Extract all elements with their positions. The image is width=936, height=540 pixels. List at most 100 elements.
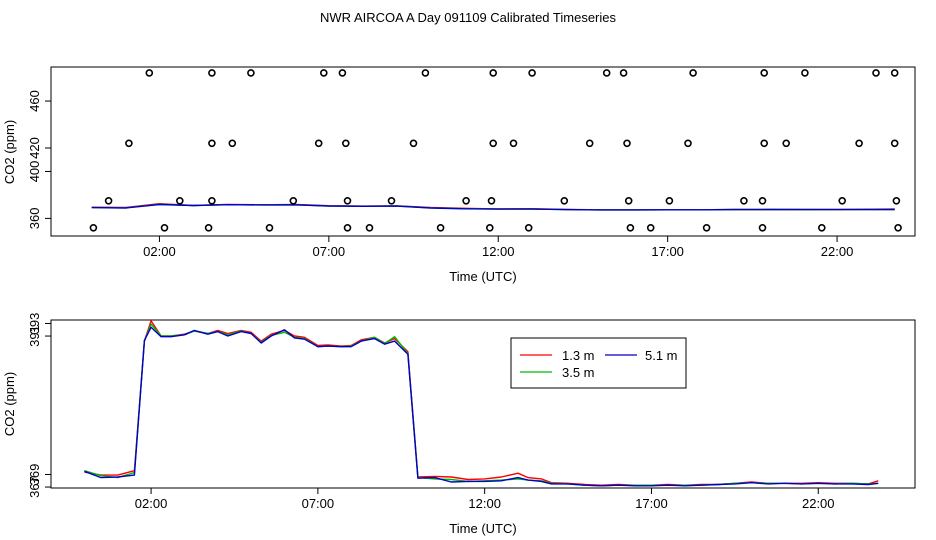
calibration-point xyxy=(265,224,274,232)
calibration-point xyxy=(409,139,418,148)
calibration-point xyxy=(204,224,213,232)
bottom-x-axis: 02:00 07:00 12:00 17:00 22:00 xyxy=(135,488,835,511)
calibration-point xyxy=(758,224,767,232)
top-series-5-1-m xyxy=(91,203,895,211)
calibration-point xyxy=(646,224,655,232)
top-x-tick-label: 02:00 xyxy=(143,244,176,259)
top-plot-frame xyxy=(50,66,916,237)
bottom-y-tick-label: 391 xyxy=(27,325,42,347)
calibration-point xyxy=(855,139,863,148)
calibration-point xyxy=(421,69,430,77)
calibration-point xyxy=(626,224,635,232)
calibration-point xyxy=(758,197,767,205)
bottom-plot-frame xyxy=(50,319,916,489)
bottom-series-1-3-m xyxy=(84,320,879,486)
calibration-point xyxy=(838,197,847,205)
calibration-point xyxy=(485,224,494,232)
calibration-point xyxy=(343,197,352,205)
top-series-lines xyxy=(91,202,895,211)
legend-box xyxy=(510,337,687,389)
calibration-point xyxy=(208,69,216,77)
top-panel: 02:00 07:00 12:00 17:00 22:00 360 400 420 460 T… xyxy=(2,66,916,284)
calibration-point xyxy=(760,69,769,77)
calibration-point xyxy=(160,224,169,232)
legend-label-3-5m: 3.5 m xyxy=(562,365,595,380)
top-x-tick-label: 07:00 xyxy=(313,244,346,259)
calibration-point xyxy=(387,197,396,205)
calibration-point xyxy=(782,139,791,148)
calibration-point xyxy=(684,139,692,148)
calibration-point xyxy=(341,139,350,148)
bottom-x-axis-label: Time (UTC) xyxy=(449,521,516,536)
bottom-x-tick-label: 07:00 xyxy=(302,496,335,511)
calibration-point xyxy=(528,69,536,77)
bottom-x-tick-label: 22:00 xyxy=(802,496,835,511)
bottom-x-tick-label: 12:00 xyxy=(468,496,501,511)
calibration-point xyxy=(817,224,826,232)
calibration-point xyxy=(585,139,594,148)
calibration-point xyxy=(524,224,533,232)
calibration-point xyxy=(892,197,901,205)
calibration-point xyxy=(436,224,445,232)
bottom-series-3-5-m xyxy=(84,323,879,487)
top-y-tick-label: 360 xyxy=(27,208,42,230)
calibration-point xyxy=(489,69,498,77)
calibration-point xyxy=(619,69,628,77)
legend-label-1-3m: 1.3 m xyxy=(562,348,595,363)
top-y-tick-label: 400 xyxy=(27,161,42,183)
top-y-axis-label: CO2 (ppm) xyxy=(2,120,17,184)
calibration-point xyxy=(560,197,569,205)
top-x-tick-label: 17:00 xyxy=(651,244,684,259)
calibration-point xyxy=(343,224,352,232)
bottom-series-5-1-m xyxy=(84,326,879,487)
calibration-point xyxy=(176,197,184,205)
bottom-y-axis-label: CO2 (ppm) xyxy=(2,372,17,436)
calibration-point xyxy=(289,197,298,205)
top-x-tick-label: 22:00 xyxy=(821,244,854,259)
bottom-y-tick-label: 393 xyxy=(27,313,42,335)
top-x-axis-label: Time (UTC) xyxy=(449,269,516,284)
calibration-point xyxy=(462,197,470,205)
calibration-point xyxy=(319,69,328,77)
top-y-tick-label: 420 xyxy=(27,137,42,159)
calibration-point xyxy=(247,69,255,77)
calibration-point xyxy=(365,224,374,232)
calibration-point xyxy=(894,224,902,232)
calibration-point xyxy=(489,139,498,148)
bottom-y-tick-label: 367 xyxy=(27,476,42,498)
calibration-point xyxy=(623,139,631,148)
legend-label-5-1m: 5.1 m xyxy=(645,348,678,363)
calibration-point xyxy=(104,197,113,205)
top-calibration-points xyxy=(89,69,902,232)
calibration-point xyxy=(314,139,323,148)
figure-title: NWR AIRCOA A Day 091109 Calibrated Times… xyxy=(320,10,616,25)
top-x-tick-label: 12:00 xyxy=(482,244,515,259)
calibration-point xyxy=(890,139,899,148)
bottom-x-tick-label: 02:00 xyxy=(135,496,168,511)
calibration-point xyxy=(145,69,154,77)
calibration-point xyxy=(801,69,809,77)
calibration-point xyxy=(125,139,133,148)
bottom-y-tick-label: 369 xyxy=(27,464,42,486)
bottom-series-lines xyxy=(84,320,879,487)
calibration-point xyxy=(89,224,98,232)
calibration-point xyxy=(740,197,748,205)
calibration-point xyxy=(602,69,611,77)
bottom-x-tick-label: 17:00 xyxy=(635,496,668,511)
calibration-point xyxy=(689,69,697,77)
top-x-axis: 02:00 07:00 12:00 17:00 22:00 xyxy=(143,236,853,259)
top-y-tick-label: 460 xyxy=(27,90,42,112)
calibration-point xyxy=(487,197,496,205)
calibration-point xyxy=(665,197,674,205)
calibration-point xyxy=(509,139,518,148)
calibration-point xyxy=(760,139,769,148)
calibration-point xyxy=(338,69,347,77)
top-y-axis: 360 400 420 460 xyxy=(27,90,51,229)
legend: 1.3 m 5.1 m 3.5 m xyxy=(510,337,687,389)
calibration-point xyxy=(872,69,880,77)
calibration-point xyxy=(624,197,633,205)
